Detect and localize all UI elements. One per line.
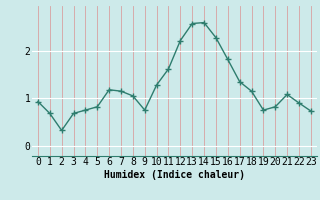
X-axis label: Humidex (Indice chaleur): Humidex (Indice chaleur) — [104, 170, 245, 180]
